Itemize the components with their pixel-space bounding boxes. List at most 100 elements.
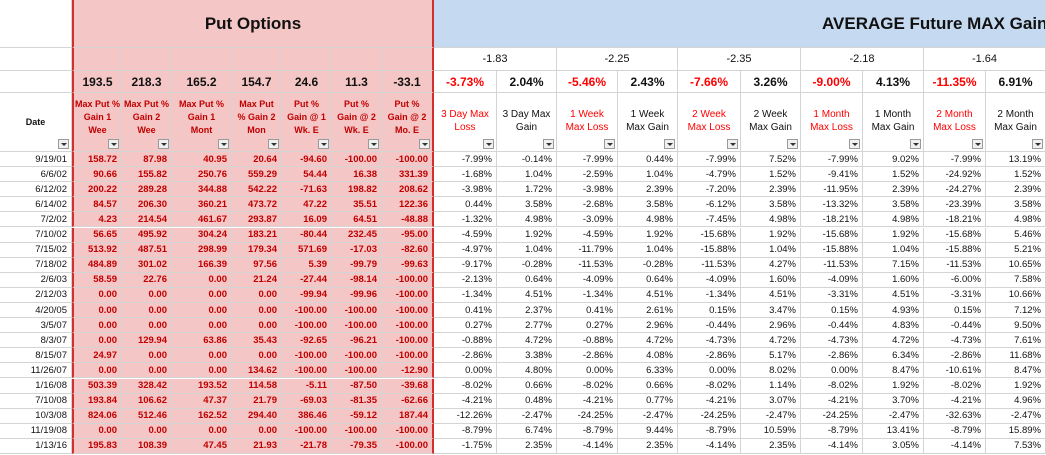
avg-value-cell[interactable]: -2.13% [434,272,497,288]
put-summary-cell[interactable]: 193.5 [72,71,122,93]
avg-column-header[interactable]: 1 Week Max Loss [557,93,618,152]
avg-value-cell[interactable]: -4.59% [557,227,618,243]
filter-dropdown-icon[interactable] [910,139,921,149]
put-column-header[interactable]: Max Put % Gain 2 Wee [122,93,172,152]
avg-value-cell[interactable]: -15.68% [678,227,741,243]
date-cell[interactable]: 4/20/05 [0,303,72,319]
avg-value-cell[interactable]: 4.72% [618,333,678,349]
put-value-cell[interactable]: 97.56 [232,257,282,273]
group-value-cell[interactable]: -2.35 [678,48,801,71]
avg-value-cell[interactable]: -2.47% [986,408,1046,424]
put-column-header[interactable]: Put % Gain @ 2 Mo. E [382,93,434,152]
avg-value-cell[interactable]: -15.68% [801,227,863,243]
put-value-cell[interactable]: 35.43 [232,333,282,349]
avg-value-cell[interactable]: 8.47% [863,363,924,379]
put-value-cell[interactable]: -100.00 [282,363,332,379]
put-value-cell[interactable]: 0.00 [122,303,172,319]
avg-value-cell[interactable]: -2.68% [557,197,618,213]
put-summary-cell[interactable]: 218.3 [122,71,172,93]
avg-value-cell[interactable]: 0.48% [497,393,557,409]
put-value-cell[interactable]: 4.23 [72,212,122,228]
avg-value-cell[interactable]: -4.21% [924,393,986,409]
avg-value-cell[interactable]: -24.92% [924,167,986,183]
avg-value-cell[interactable]: -4.73% [801,333,863,349]
put-value-cell[interactable]: -100.00 [282,318,332,334]
avg-value-cell[interactable]: -7.20% [678,182,741,198]
avg-value-cell[interactable]: 1.92% [863,378,924,394]
avg-value-cell[interactable]: -0.28% [497,257,557,273]
avg-value-cell[interactable]: 1.04% [497,242,557,258]
avg-value-cell[interactable]: -8.02% [557,378,618,394]
avg-value-cell[interactable]: -2.86% [801,348,863,364]
put-value-cell[interactable]: 0.00 [122,348,172,364]
avg-value-cell[interactable]: -2.47% [497,408,557,424]
avg-value-cell[interactable]: -23.39% [924,197,986,213]
avg-summary-cell[interactable]: 4.13% [863,71,924,93]
put-value-cell[interactable]: 824.06 [72,408,122,424]
avg-value-cell[interactable]: 2.35% [497,438,557,454]
put-value-cell[interactable]: 0.00 [232,348,282,364]
empty-cell[interactable] [0,48,72,71]
date-cell[interactable]: 7/2/02 [0,212,72,228]
avg-value-cell[interactable]: 13.41% [863,423,924,439]
put-value-cell[interactable]: 21.79 [232,393,282,409]
filter-dropdown-icon[interactable] [849,139,860,149]
avg-value-cell[interactable]: 2.39% [863,182,924,198]
avg-value-cell[interactable]: -8.79% [434,423,497,439]
avg-value-cell[interactable]: -24.25% [801,408,863,424]
avg-value-cell[interactable]: 4.51% [497,287,557,303]
avg-value-cell[interactable]: 11.68% [986,348,1046,364]
avg-value-cell[interactable]: -4.14% [557,438,618,454]
put-value-cell[interactable]: -81.35 [332,393,382,409]
avg-value-cell[interactable]: 2.35% [618,438,678,454]
avg-summary-cell[interactable]: 3.26% [741,71,801,93]
avg-value-cell[interactable]: -7.99% [678,152,741,168]
put-value-cell[interactable]: 21.93 [232,438,282,454]
put-group-empty-cell[interactable] [232,48,282,71]
put-value-cell[interactable]: 473.72 [232,197,282,213]
avg-value-cell[interactable]: -4.79% [678,167,741,183]
date-cell[interactable]: 6/14/02 [0,197,72,213]
put-summary-cell[interactable]: 154.7 [232,71,282,93]
avg-value-cell[interactable]: -3.98% [557,182,618,198]
put-value-cell[interactable]: -62.66 [382,393,434,409]
put-value-cell[interactable]: 0.00 [172,318,232,334]
put-value-cell[interactable]: 166.39 [172,257,232,273]
avg-summary-cell[interactable]: 6.91% [986,71,1046,93]
avg-value-cell[interactable]: 0.64% [497,272,557,288]
avg-value-cell[interactable]: -2.86% [924,348,986,364]
put-value-cell[interactable]: -99.63 [382,257,434,273]
put-column-header[interactable]: Max Put % Gain 1 Mont [172,93,232,152]
avg-value-cell[interactable]: 9.02% [863,152,924,168]
avg-value-cell[interactable]: -2.47% [741,408,801,424]
date-cell[interactable]: 6/12/02 [0,182,72,198]
put-value-cell[interactable]: 386.46 [282,408,332,424]
avg-value-cell[interactable]: 2.39% [741,182,801,198]
put-value-cell[interactable]: 0.00 [172,363,232,379]
put-value-cell[interactable]: 250.76 [172,167,232,183]
avg-value-cell[interactable]: 7.61% [986,333,1046,349]
date-cell[interactable]: 7/10/02 [0,227,72,243]
put-value-cell[interactable]: 0.00 [122,363,172,379]
date-cell[interactable]: 6/6/02 [0,167,72,183]
avg-value-cell[interactable]: 3.38% [497,348,557,364]
put-value-cell[interactable]: -79.35 [332,438,382,454]
avg-column-header[interactable]: 1 Month Max Loss [801,93,863,152]
avg-value-cell[interactable]: 1.92% [497,227,557,243]
avg-value-cell[interactable]: 2.39% [618,182,678,198]
put-value-cell[interactable]: 232.45 [332,227,382,243]
put-column-header[interactable]: Max Put % Gain 1 Wee [72,93,122,152]
avg-value-cell[interactable]: -8.02% [678,378,741,394]
put-value-cell[interactable]: 294.40 [232,408,282,424]
avg-value-cell[interactable]: 3.47% [741,303,801,319]
put-group-empty-cell[interactable] [72,48,122,71]
put-value-cell[interactable]: 134.62 [232,363,282,379]
avg-value-cell[interactable]: -2.86% [678,348,741,364]
avg-value-cell[interactable]: 3.58% [863,197,924,213]
put-value-cell[interactable]: -96.21 [332,333,382,349]
avg-value-cell[interactable]: -8.02% [924,378,986,394]
avg-value-cell[interactable]: -8.79% [678,423,741,439]
avg-value-cell[interactable]: 1.04% [863,242,924,258]
put-value-cell[interactable]: 183.21 [232,227,282,243]
date-cell[interactable]: 1/13/16 [0,438,72,454]
